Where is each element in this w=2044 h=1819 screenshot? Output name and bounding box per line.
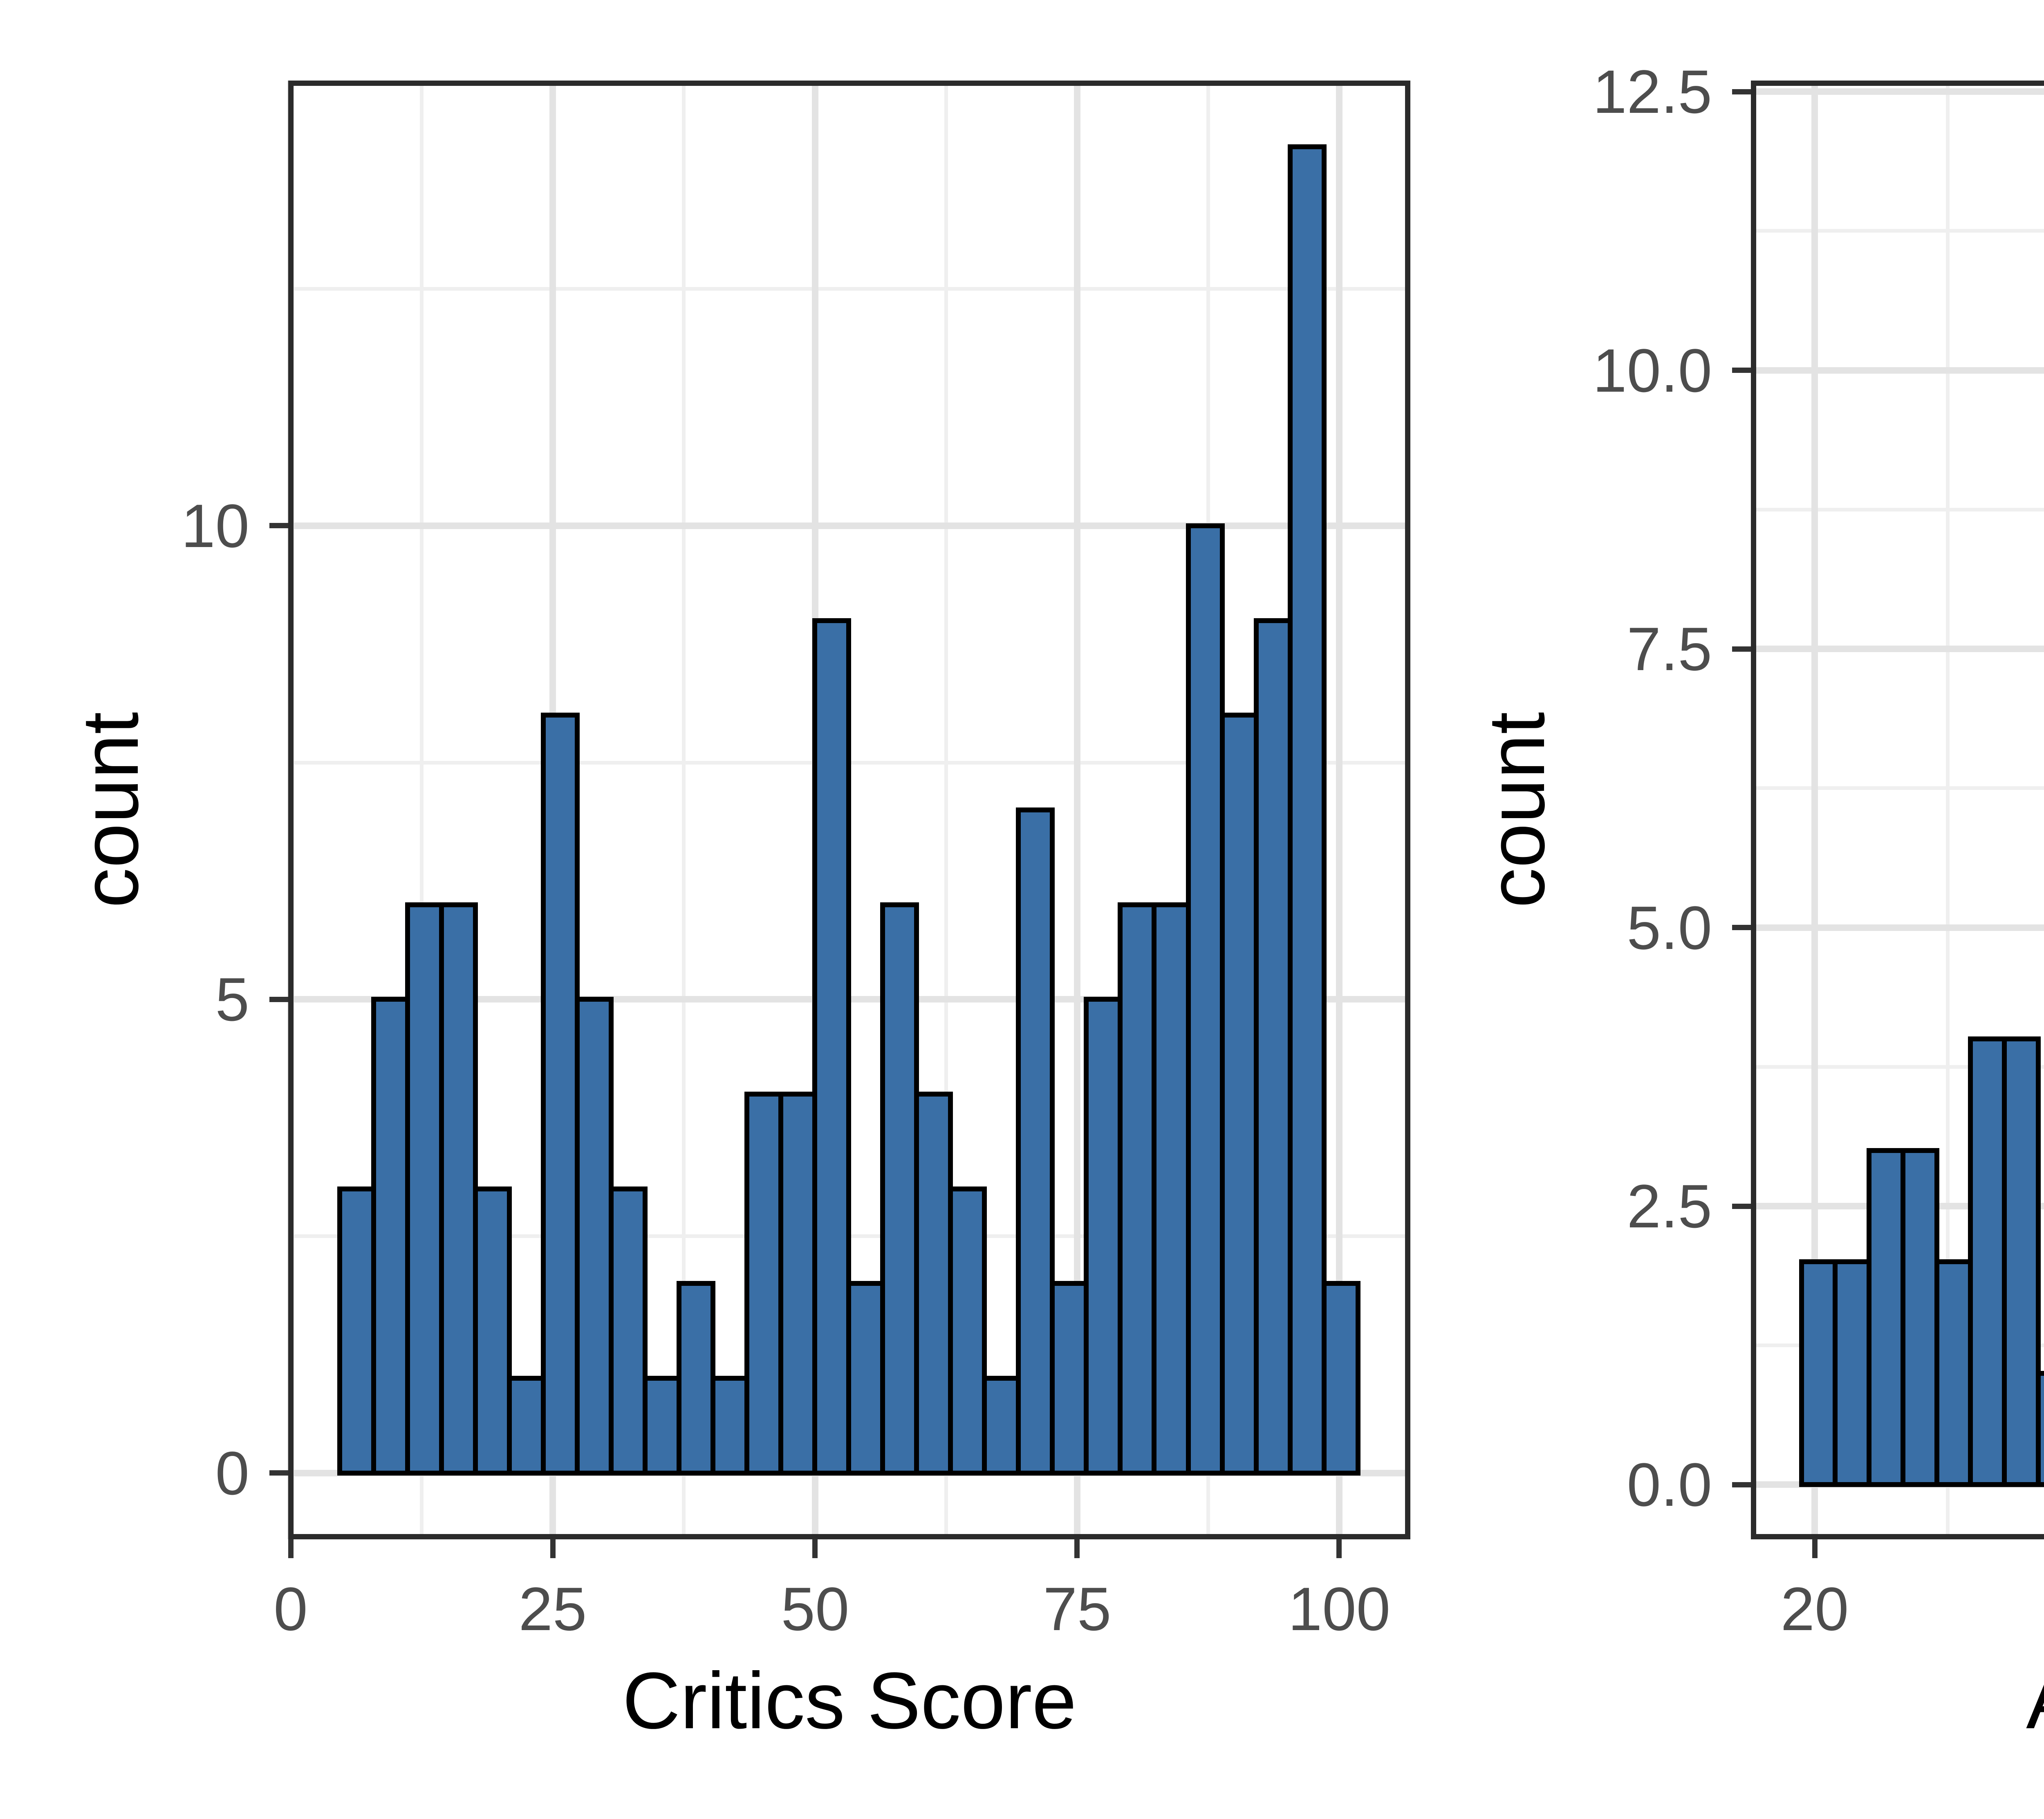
grid-major-vline <box>1811 81 1818 1539</box>
x-tick-label: 50 <box>781 1575 849 1643</box>
histogram-bar <box>1084 997 1123 1476</box>
histogram-bar <box>609 1186 648 1476</box>
y-axis-tick <box>1732 368 1751 373</box>
grid-major-hline <box>1751 646 2044 652</box>
y-axis-title: count <box>1472 712 1561 908</box>
grid-major-vline <box>1336 81 1342 1539</box>
y-axis-title: count <box>65 712 155 908</box>
grid-major-hline <box>288 523 1410 529</box>
panel-border <box>288 81 1410 1539</box>
histogram-bar <box>575 997 614 1476</box>
histogram-bar <box>1901 1148 1939 1487</box>
histogram-bar <box>1288 144 1327 1476</box>
x-tick-label: 40 <box>1958 1578 2044 1640</box>
y-tick-label: 5 <box>215 965 249 1034</box>
y-axis-tick <box>1732 89 1751 94</box>
histogram-bar <box>677 1281 715 1476</box>
x-tick-label: 20 <box>1780 1575 1849 1643</box>
x-tick-label: 0 <box>273 1575 308 1643</box>
x-axis-title: Critics Score <box>622 1656 1077 1745</box>
x-axis-title: Audience Score <box>1696 1661 2044 1741</box>
histogram-bar <box>405 902 444 1476</box>
histogram-bar <box>1254 618 1293 1476</box>
x-axis-tick <box>1336 1539 1342 1558</box>
y-tick-label: 2.5 <box>1627 1172 1712 1240</box>
y-tick-label: 10.0 <box>1593 336 1712 405</box>
y-axis-tick <box>269 523 288 528</box>
y-axis-tick <box>269 997 288 1002</box>
x-tick-label: 25 <box>518 1575 587 1643</box>
panel-border <box>1751 81 2044 1539</box>
x-axis-tick <box>550 1539 556 1558</box>
grid-major-hline <box>1751 88 2044 95</box>
grid-minor-hline <box>1751 1065 2044 1069</box>
x-axis-tick <box>812 1539 818 1558</box>
x-axis-tick <box>288 1539 294 1558</box>
histogram-bar <box>2036 1371 2044 1487</box>
grid-minor-hline <box>1751 786 2044 790</box>
x-axis-tick <box>1812 1539 1818 1558</box>
histogram-bar <box>1968 1036 2007 1487</box>
histogram-bar <box>880 902 919 1476</box>
grid-major-hline <box>1751 924 2044 931</box>
y-axis-tick <box>1732 1482 1751 1487</box>
grid-major-vline <box>1074 81 1080 1539</box>
y-tick-label: 12.5 <box>1593 57 1712 126</box>
y-tick-label: 0.0 <box>1627 1450 1712 1519</box>
grid-minor-vline <box>1946 81 1950 1539</box>
y-axis-tick <box>1732 646 1751 652</box>
grid-minor-hline <box>288 287 1410 291</box>
histogram-bar <box>914 1092 953 1476</box>
y-tick-label: 10 <box>181 491 249 560</box>
histogram-bar <box>1322 1281 1360 1476</box>
histogram-bar <box>812 618 851 1476</box>
x-tick-label: 75 <box>1043 1575 1112 1643</box>
histogram-bar <box>982 1376 1021 1476</box>
x-axis-tick <box>1074 1539 1080 1558</box>
grid-minor-vline <box>682 81 686 1539</box>
histogram-bar <box>778 1092 817 1476</box>
y-axis-tick <box>1732 1204 1751 1209</box>
histogram-bar <box>1016 807 1055 1476</box>
x-tick-label: 100 <box>1288 1575 1391 1643</box>
y-tick-label: 0 <box>215 1439 249 1507</box>
grid-minor-hline <box>1751 229 2044 233</box>
y-axis-tick <box>269 1470 288 1476</box>
y-axis-tick <box>1732 925 1751 930</box>
y-tick-label: 7.5 <box>1627 615 1712 683</box>
histogram-bar <box>2002 1036 2041 1487</box>
grid-minor-hline <box>1751 508 2044 511</box>
histogram-bar <box>1186 523 1225 1476</box>
histogram-bar <box>710 1376 749 1476</box>
histogram-bar <box>1867 1148 1905 1487</box>
grid-minor-vline <box>944 81 948 1539</box>
y-tick-label: 5.0 <box>1627 893 1712 962</box>
grid-minor-vline <box>420 81 424 1539</box>
grid-major-hline <box>1751 367 2044 374</box>
